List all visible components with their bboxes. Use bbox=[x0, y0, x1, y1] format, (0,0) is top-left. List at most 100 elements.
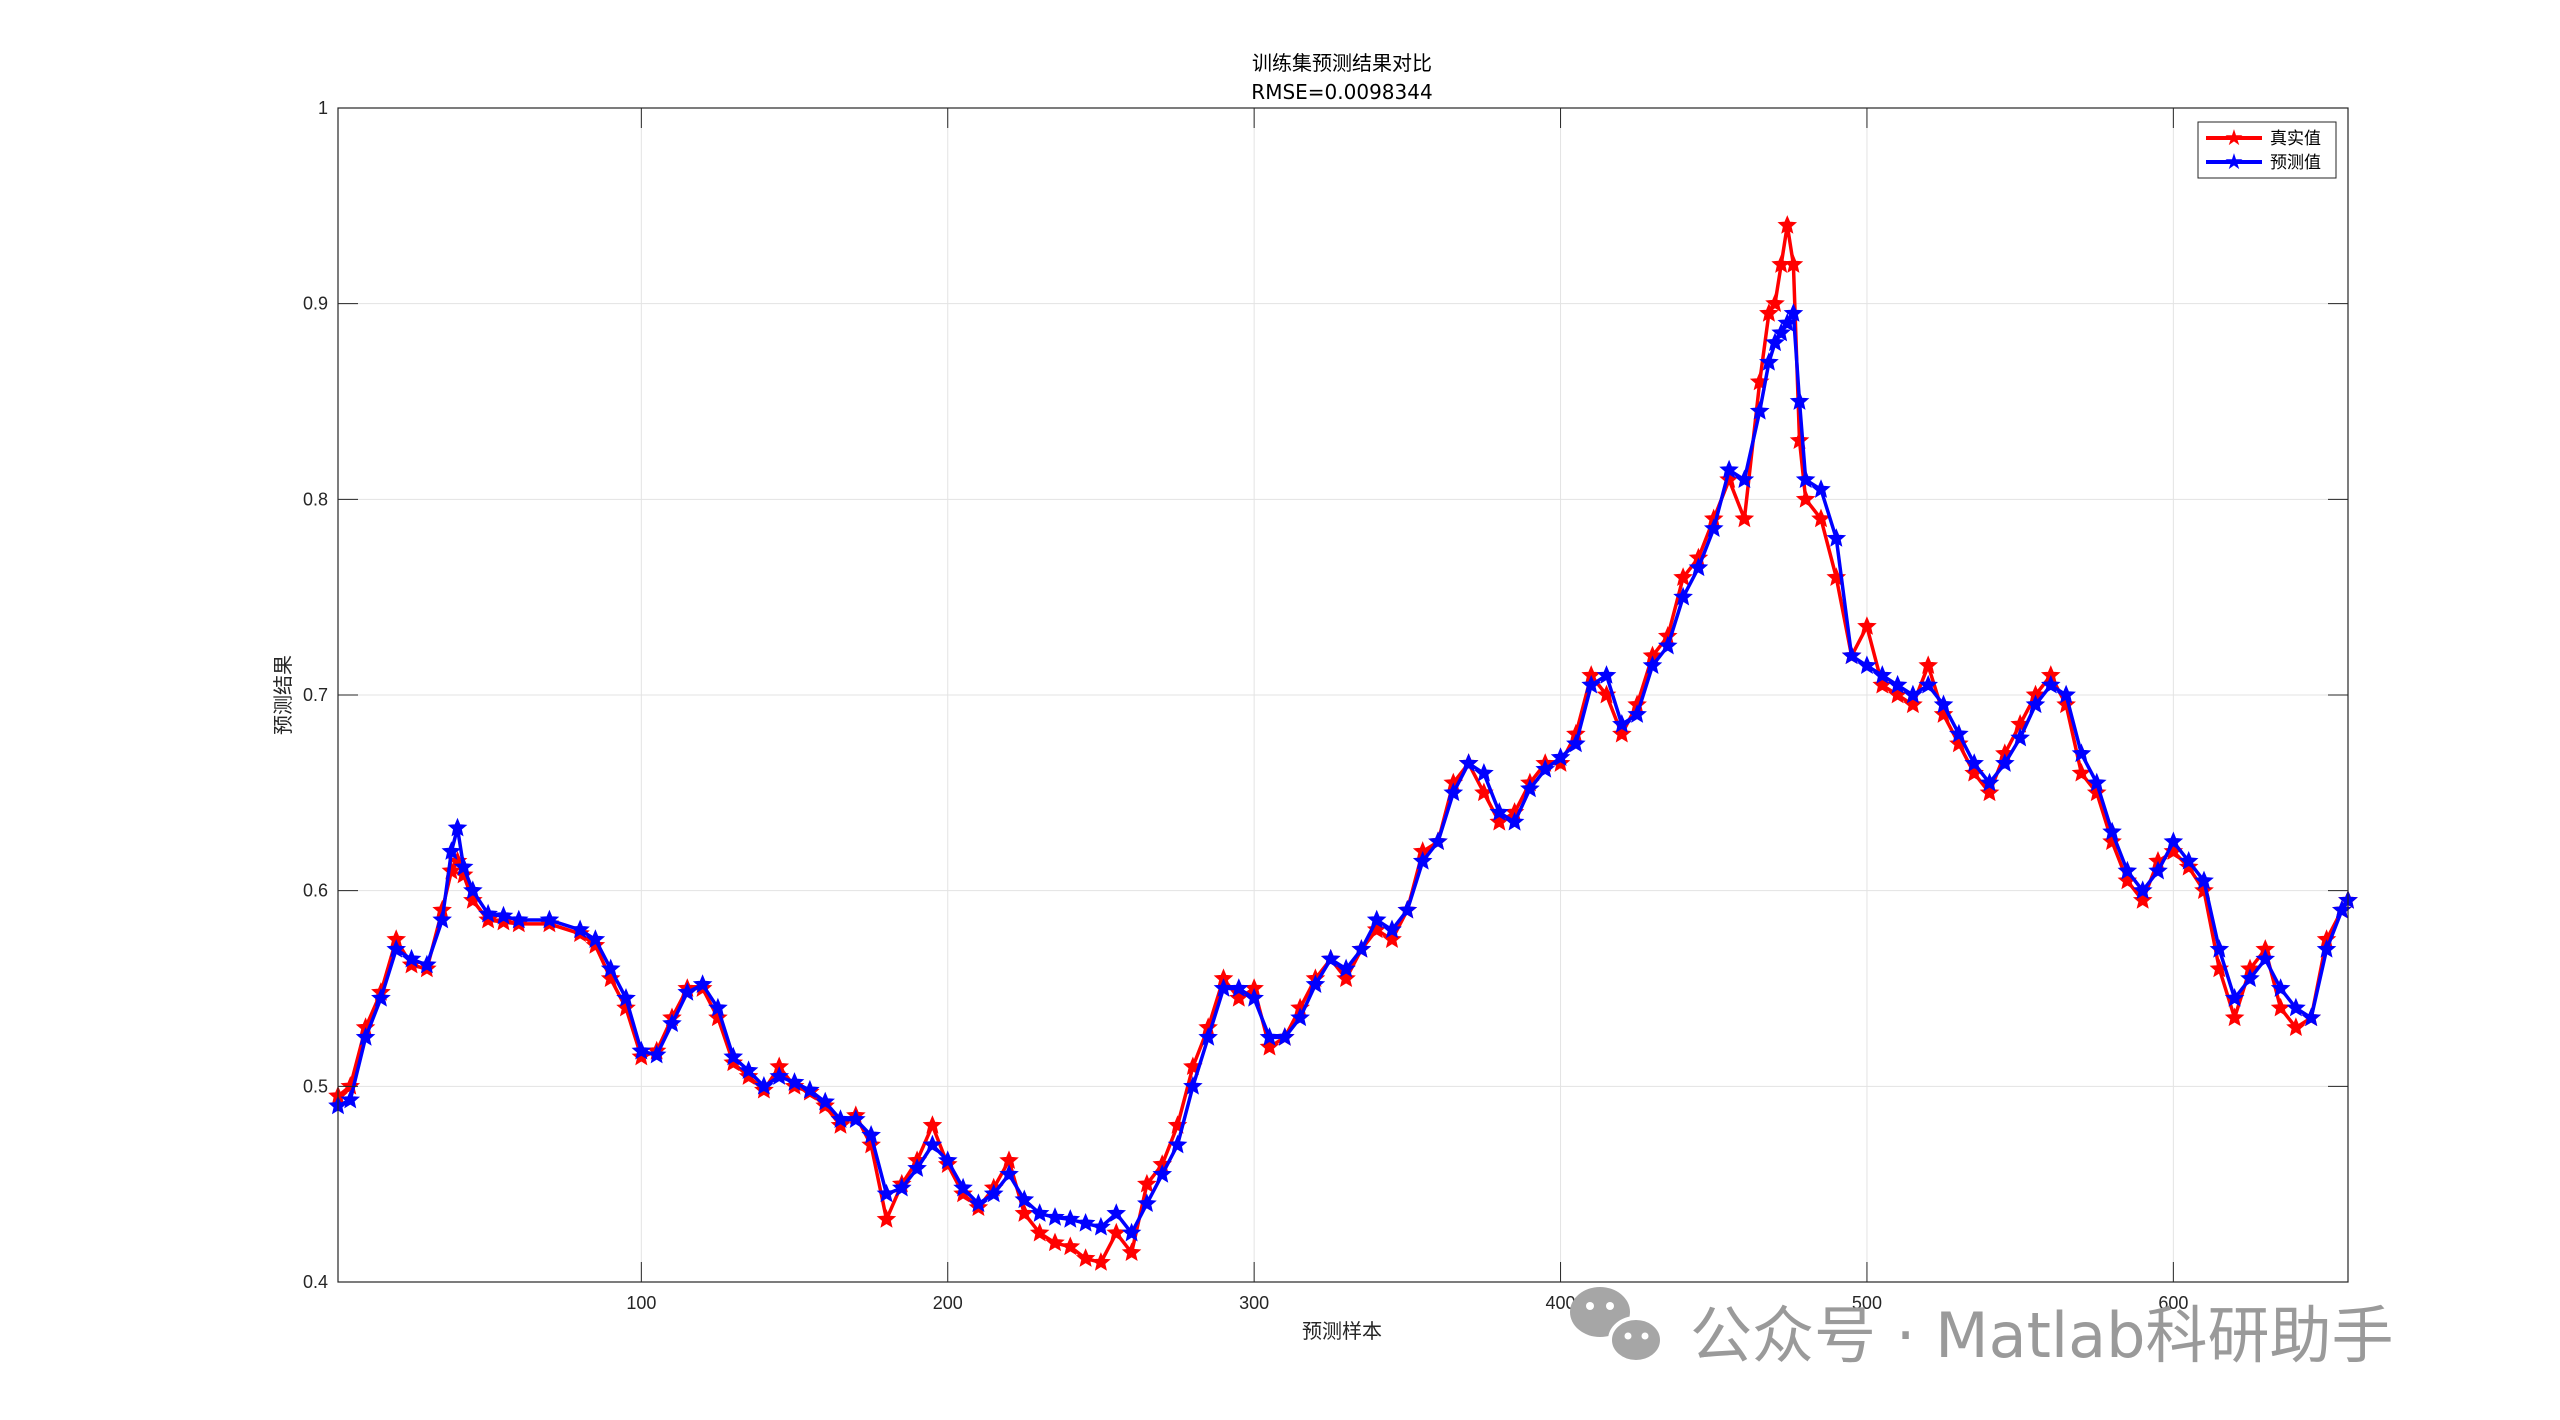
series-true-point bbox=[953, 1183, 973, 1203]
series-pred-point bbox=[1550, 747, 1571, 766]
series-pred-point bbox=[1703, 518, 1724, 538]
series-true-point bbox=[1382, 929, 1402, 948]
series-true-point bbox=[1091, 1252, 1111, 1271]
series-pred-point bbox=[1014, 1189, 1035, 1209]
series-pred-point bbox=[1949, 723, 1969, 743]
series-pred-point bbox=[662, 1013, 682, 1033]
series-true-point bbox=[1137, 1173, 1157, 1193]
series-pred-point bbox=[2148, 860, 2168, 880]
series-pred-point bbox=[1857, 655, 1877, 674]
y-axis-label: 预测结果 bbox=[271, 655, 295, 735]
y-tick-label: 0.9 bbox=[303, 294, 328, 314]
series-pred-point bbox=[2102, 821, 2122, 841]
series-true-point bbox=[1045, 1232, 1065, 1252]
series-pred-point bbox=[1351, 939, 1372, 958]
wechat-icon bbox=[1570, 1287, 1664, 1364]
series-pred-point bbox=[2301, 1007, 2322, 1027]
series-pred-point bbox=[2240, 968, 2260, 988]
series-pred-point bbox=[1504, 811, 1525, 831]
series-pred-point bbox=[1887, 674, 1908, 694]
series-pred-point bbox=[2255, 948, 2276, 968]
watermark: 公众号 · Matlab科研助手 bbox=[1570, 1287, 2394, 1372]
series-pred-point bbox=[891, 1177, 912, 1197]
series-pred-point bbox=[432, 909, 452, 929]
series-true-point bbox=[1949, 733, 1969, 753]
series-true-point bbox=[2286, 1017, 2306, 1036]
series-pred-point bbox=[1759, 352, 1779, 371]
series-pred-point bbox=[1612, 713, 1632, 733]
series-pred-point bbox=[1841, 645, 1862, 665]
series-true-point bbox=[1734, 508, 1755, 528]
series-pred-point bbox=[508, 909, 529, 929]
series-true-point bbox=[1612, 723, 1632, 743]
legend-box bbox=[2197, 121, 2337, 179]
series-pred-point bbox=[417, 954, 437, 974]
series-pred-point bbox=[2209, 939, 2230, 958]
series-pred-point bbox=[1320, 948, 1341, 968]
series-pred-point bbox=[1305, 974, 1326, 993]
series-pred-point bbox=[1918, 674, 1939, 694]
series-pred-point bbox=[1657, 635, 1678, 655]
series-pred-point bbox=[2163, 831, 2184, 851]
series-pred-point bbox=[1458, 753, 1479, 772]
series-pred-point bbox=[1336, 958, 1356, 978]
legend-marker-pred: ★ bbox=[2224, 150, 2244, 175]
series-pred-point bbox=[1489, 802, 1510, 821]
series-pred-point bbox=[1183, 1075, 1203, 1095]
series-true-point bbox=[1979, 782, 2000, 802]
series-pred-point bbox=[1995, 753, 2015, 772]
series-pred-point bbox=[1274, 1027, 1295, 1046]
y-tick-label: 1 bbox=[318, 98, 328, 118]
series-pred-point bbox=[1397, 899, 1418, 919]
legend-marker-true: ★ bbox=[2224, 126, 2244, 151]
series-true-point bbox=[1029, 1222, 1050, 1242]
series-pred-point bbox=[1060, 1209, 1081, 1228]
legend: ★ 真实值 ★ 预测值 bbox=[2197, 121, 2337, 179]
series-pred-point bbox=[1566, 733, 1586, 753]
series-true-point bbox=[830, 1115, 851, 1134]
series-pred-point bbox=[2178, 851, 2199, 870]
series-pred-point bbox=[2025, 694, 2046, 714]
series-pred-point bbox=[1771, 322, 1791, 342]
series-pred-point bbox=[1045, 1207, 1065, 1226]
series-pred-point bbox=[401, 948, 422, 968]
series-pred-point bbox=[1382, 919, 1402, 939]
series-true-point bbox=[876, 1209, 897, 1228]
series-pred-point bbox=[1903, 684, 1923, 704]
x-tick-label: 300 bbox=[1239, 1293, 1269, 1313]
series-pred-point bbox=[1749, 401, 1770, 420]
series-pred-point bbox=[1783, 303, 1804, 322]
series-pred-point bbox=[1091, 1216, 1111, 1236]
series-pred-point bbox=[1964, 753, 1984, 772]
series-pred bbox=[328, 303, 2358, 1242]
series-true-point bbox=[1673, 567, 1693, 586]
series-pred-point bbox=[570, 919, 590, 939]
series-pred-point bbox=[1290, 1007, 1310, 1027]
series-pred-point bbox=[1734, 469, 1755, 489]
series-pred-point bbox=[2270, 978, 2291, 997]
series-pred-point bbox=[1642, 655, 1663, 674]
series-pred-point bbox=[1366, 909, 1387, 929]
y-tick-label: 0.6 bbox=[303, 881, 328, 901]
series-pred-point bbox=[463, 880, 483, 899]
series-pred-point bbox=[769, 1066, 790, 1085]
series-pred-point bbox=[738, 1060, 759, 1080]
series-pred-point bbox=[2040, 674, 2061, 694]
series-pred-point bbox=[1688, 557, 1709, 577]
series-pred-point bbox=[646, 1044, 667, 1064]
series-pred-point bbox=[616, 988, 636, 1007]
series-pred-point bbox=[2056, 684, 2076, 704]
series-pred-point bbox=[585, 929, 606, 948]
series-pred-point bbox=[1106, 1203, 1127, 1222]
series-pred-point bbox=[1535, 759, 1556, 778]
series-pred-point bbox=[708, 997, 728, 1017]
series-pred-point bbox=[861, 1124, 881, 1144]
series-pred-point bbox=[1428, 831, 1448, 851]
series-pred-point bbox=[784, 1072, 805, 1091]
series-pred-point bbox=[999, 1164, 1019, 1183]
series-pred-point bbox=[441, 841, 462, 860]
series-pred-point bbox=[1152, 1164, 1173, 1183]
series-pred-point bbox=[539, 909, 560, 929]
series-pred-point bbox=[983, 1183, 1004, 1203]
